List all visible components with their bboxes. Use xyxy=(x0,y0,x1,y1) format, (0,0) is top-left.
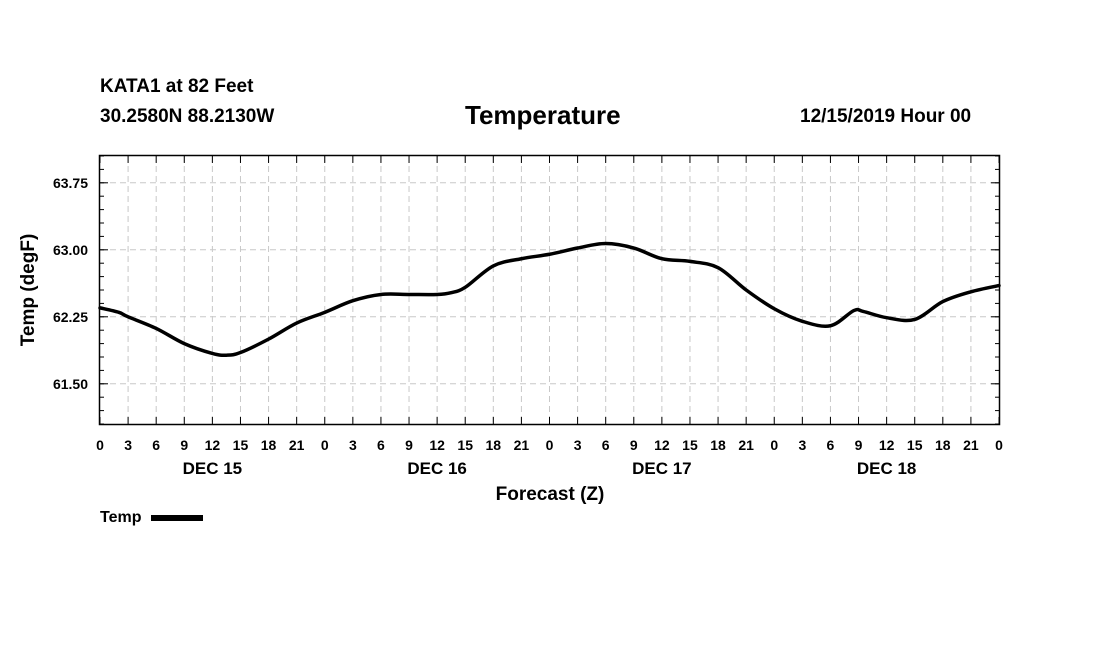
x-tick-label: 12 xyxy=(205,437,221,453)
x-tick-label: 9 xyxy=(180,437,188,453)
temp-series-line xyxy=(98,241,1001,358)
x-tick-label: 9 xyxy=(630,437,638,453)
y-tick-label: 63.00 xyxy=(53,242,88,258)
chart-title: Temperature xyxy=(465,100,621,130)
series-layer xyxy=(98,241,1001,358)
x-tick-label: 15 xyxy=(233,437,249,453)
day-label: DEC 15 xyxy=(183,459,243,478)
x-tick-label: 3 xyxy=(349,437,357,453)
x-tick-label: 21 xyxy=(963,437,979,453)
legend: Temp xyxy=(100,509,204,527)
x-tick-label: 0 xyxy=(770,437,778,453)
x-tick-label: 15 xyxy=(682,437,698,453)
plot-frame xyxy=(98,154,1001,426)
y-tick-label: 63.75 xyxy=(53,175,88,191)
x-tick-label: 15 xyxy=(907,437,923,453)
day-label: DEC 18 xyxy=(857,459,917,478)
label-layer: 0 3 6 9 12 15 18 21 0 3 6 9 12 15 18 21 0 3 6 9 12 15 18 21 0 3 6 9… xyxy=(53,175,1003,478)
x-tick-label: 6 xyxy=(602,437,610,453)
x-tick-label: 0 xyxy=(995,437,1003,453)
y-axis-label: Temp (degF) xyxy=(18,234,39,347)
legend-line-swatch xyxy=(151,515,204,521)
day-label: DEC 17 xyxy=(632,459,692,478)
station-coordinates: 30.2580N 88.2130W xyxy=(100,106,275,127)
x-tick-label: 9 xyxy=(855,437,863,453)
x-tick-label: 6 xyxy=(152,437,160,453)
legend-label: Temp xyxy=(100,509,142,526)
x-tick-label: 18 xyxy=(486,437,502,453)
x-tick-label: 21 xyxy=(514,437,530,453)
x-tick-label: 6 xyxy=(377,437,385,453)
x-tick-label: 15 xyxy=(457,437,473,453)
day-label: DEC 16 xyxy=(407,459,467,478)
x-tick-label: 3 xyxy=(798,437,806,453)
x-tick-label: 0 xyxy=(321,437,329,453)
x-tick-label: 18 xyxy=(935,437,951,453)
x-tick-label: 0 xyxy=(546,437,554,453)
x-tick-label: 21 xyxy=(738,437,754,453)
x-tick-label: 21 xyxy=(289,437,305,453)
station-name: KATA1 at 82 Feet xyxy=(100,76,254,97)
x-tick-label: 3 xyxy=(124,437,132,453)
x-tick-label: 12 xyxy=(429,437,445,453)
x-axis-label: Forecast (Z) xyxy=(496,484,605,505)
x-tick-label: 0 xyxy=(96,437,104,453)
x-tick-label: 9 xyxy=(405,437,413,453)
x-tick-label: 6 xyxy=(827,437,835,453)
x-tick-label: 12 xyxy=(879,437,895,453)
y-tick-label: 61.50 xyxy=(53,376,88,392)
y-tick-label: 62.25 xyxy=(53,309,88,325)
x-tick-label: 3 xyxy=(574,437,582,453)
x-tick-label: 18 xyxy=(710,437,726,453)
grid-layer xyxy=(100,156,999,424)
x-tick-label: 18 xyxy=(261,437,277,453)
forecast-run-time: 12/15/2019 Hour 00 xyxy=(800,106,972,127)
x-tick-label: 12 xyxy=(654,437,670,453)
